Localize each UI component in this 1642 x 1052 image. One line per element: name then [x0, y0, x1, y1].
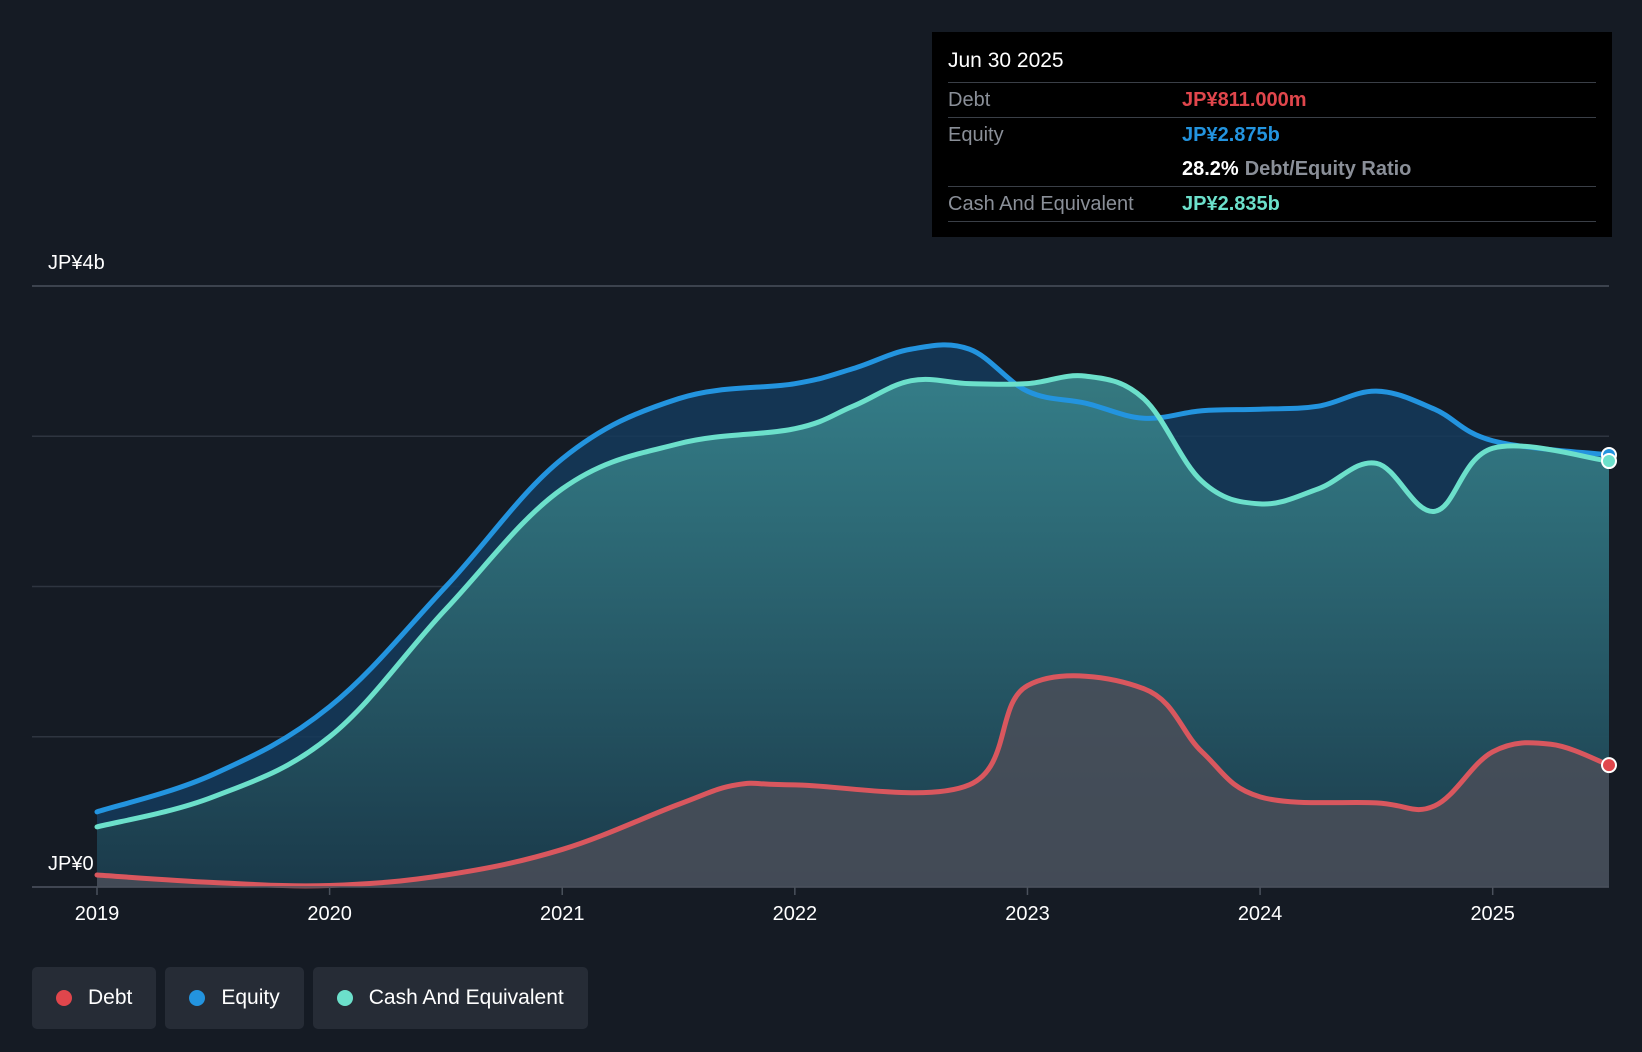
cash-area [97, 375, 1609, 887]
tooltip-debt-value: JP¥811.000m [1182, 89, 1307, 111]
tooltip-row-ratio: 28.2% Debt/Equity Ratio [948, 152, 1596, 187]
legend: Debt Equity Cash And Equivalent [32, 967, 588, 1029]
legend-debt-label: Debt [88, 986, 133, 1009]
cash-end-marker [1601, 453, 1617, 470]
tooltip-panel: Jun 30 2025 Debt JP¥811.000m Equity JP¥2… [932, 32, 1612, 237]
x-tick-label-2023: 2023 [1005, 903, 1050, 925]
legend-cash-label: Cash And Equivalent [368, 986, 564, 1009]
equity-line [94, 342, 1612, 815]
tooltip-equity-label: Equity [948, 124, 1004, 146]
x-tick-label-2024: 2024 [1238, 903, 1283, 925]
legend-item-equity[interactable]: Equity [165, 967, 304, 1029]
tooltip-ratio-label: Debt/Equity Ratio [1244, 158, 1412, 180]
axes: 2019 2020 2021 2022 2023 2024 2025 JP¥4b JP¥0 [32, 252, 1609, 925]
tooltip-debt-label: Debt [948, 89, 991, 111]
equity-dot-icon [189, 990, 206, 1006]
tooltip-date: Jun 30 2025 [948, 46, 1596, 83]
debt-area [97, 675, 1609, 887]
legend-item-cash[interactable]: Cash And Equivalent [312, 967, 588, 1029]
tooltip-ratio-spacer [948, 152, 1182, 186]
y-top-label: JP¥4b [48, 252, 105, 274]
tooltip-ratio-value: 28.2% [1182, 158, 1239, 180]
tooltip-cash-value: JP¥2.835b [1182, 193, 1280, 215]
debt-line [94, 673, 1612, 889]
x-tick-label-2025: 2025 [1470, 903, 1515, 925]
x-tick-label-2020: 2020 [307, 903, 352, 925]
x-tick-label-2021: 2021 [540, 903, 585, 925]
legend-equity-label: Equity [221, 986, 280, 1009]
x-tick-label-2022: 2022 [773, 903, 818, 925]
tooltip-cash-label: Cash And Equivalent [948, 193, 1134, 215]
debt-end-marker [1601, 757, 1617, 774]
series-lines [94, 342, 1612, 889]
series-areas [97, 344, 1609, 888]
end-markers [1601, 447, 1617, 774]
debt-dot-icon [56, 990, 72, 1006]
cash-dot-icon [336, 990, 353, 1006]
tooltip-row-debt: Debt JP¥811.000m [948, 83, 1596, 118]
cash-line [94, 373, 1612, 830]
y-bottom-label: JP¥0 [48, 853, 94, 875]
tooltip-equity-value: JP¥2.875b [1182, 124, 1280, 146]
legend-item-debt[interactable]: Debt [32, 967, 157, 1029]
tooltip-row-equity: Equity JP¥2.875b [948, 118, 1596, 152]
tooltip-ratio: 28.2% Debt/Equity Ratio [1182, 152, 1411, 186]
x-tick-label-2019: 2019 [75, 903, 120, 925]
tooltip-row-cash: Cash And Equivalent JP¥2.835b [948, 187, 1596, 222]
